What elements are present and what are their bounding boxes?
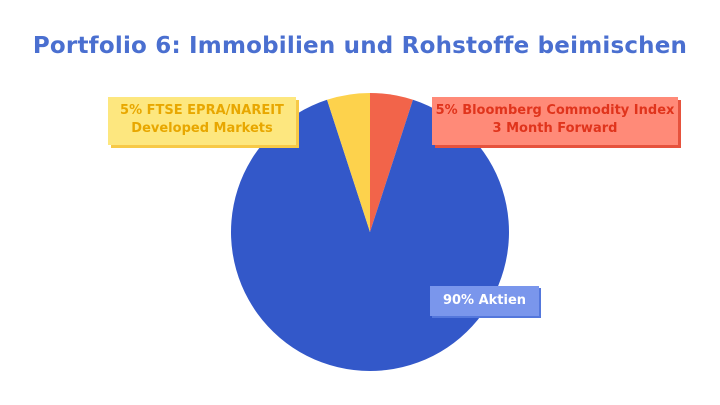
slice-label-bloomberg-commodity: 5% Bloomberg Commodity Index 3 Month For… xyxy=(432,97,678,145)
pie-slice-bloomberg-commodity xyxy=(370,93,413,232)
slice-label-aktien: 90% Aktien xyxy=(430,286,539,316)
slice-label-ftse-epra-nareit: 5% FTSE EPRA/NAREIT Developed Markets xyxy=(108,97,296,145)
pie-slice-ftse-epra-nareit xyxy=(327,93,370,232)
chart-title: Portfolio 6: Immobilien und Rohstoffe be… xyxy=(32,33,688,59)
